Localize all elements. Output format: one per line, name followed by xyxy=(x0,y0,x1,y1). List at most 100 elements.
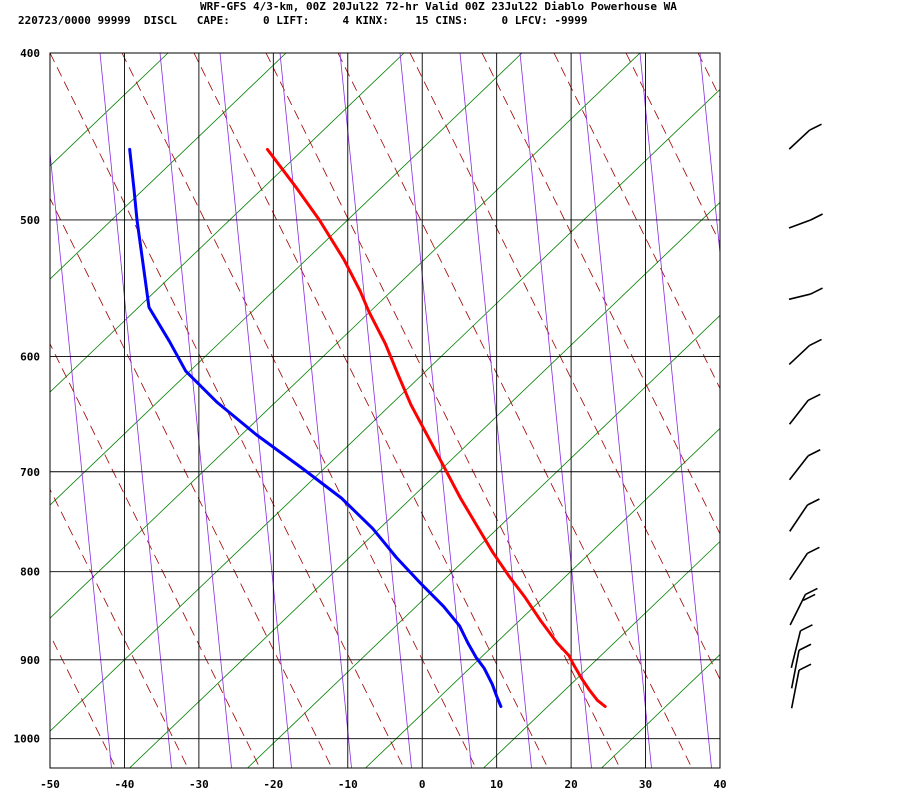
wind-barb-flag xyxy=(807,449,821,457)
plot-frame xyxy=(49,52,721,769)
moist-adiabat-line xyxy=(50,488,189,768)
wind-barb-flag xyxy=(802,593,816,602)
dry-adiabat-line xyxy=(50,53,287,280)
x-tick-label: 10 xyxy=(490,778,503,791)
wind-barb xyxy=(789,546,820,581)
mixing-ratio-line xyxy=(760,53,832,768)
dry-adiabat-line xyxy=(50,88,720,732)
mixing-ratio-line xyxy=(579,53,652,768)
wind-barb xyxy=(788,449,821,481)
wind-barb xyxy=(788,287,823,301)
wind-barb-flag xyxy=(807,498,820,506)
wind-barb-staff xyxy=(789,594,807,626)
dry-adiabat-line xyxy=(50,53,405,393)
wind-barb xyxy=(788,213,823,229)
mixing-ratio-line xyxy=(699,53,720,258)
y-tick-label: 800 xyxy=(20,566,40,579)
wind-barb xyxy=(788,338,822,365)
moist-adiabat-line xyxy=(50,633,117,768)
dry-adiabat-line xyxy=(365,427,720,768)
wind-barb-flag xyxy=(809,123,822,131)
x-tick-label: -30 xyxy=(189,778,209,791)
wind-barb-flag xyxy=(800,624,813,632)
mixing-ratio-line xyxy=(99,53,172,768)
wind-barb xyxy=(790,643,812,689)
wind-barb-staff xyxy=(789,504,809,532)
wind-barb-staff xyxy=(788,219,811,229)
dry-adiabat-line xyxy=(129,201,720,768)
x-tick-label: -20 xyxy=(263,778,283,791)
mixing-ratio-line xyxy=(159,53,232,768)
chart-stats-line: 220723/0000 99999 DISCL CAPE: 0 LIFT: 4 … xyxy=(18,14,588,27)
dry-adiabat-line xyxy=(838,53,900,768)
y-tick-label: 900 xyxy=(20,654,40,667)
moist-adiabat-line xyxy=(697,53,720,99)
y-tick-label: 700 xyxy=(20,466,40,479)
x-tick-label: -50 xyxy=(40,778,60,791)
dry-adiabat-line xyxy=(50,53,641,619)
x-tick-label: 30 xyxy=(639,778,652,791)
x-tick-label: -40 xyxy=(115,778,135,791)
wind-barb-flag xyxy=(809,338,822,347)
x-tick-label: -10 xyxy=(338,778,358,791)
wind-barb-flag xyxy=(807,546,820,555)
wind-barb xyxy=(789,498,820,532)
moist-adiabat-line xyxy=(770,53,900,768)
wind-barb-flag xyxy=(798,663,812,671)
moist-adiabat-line xyxy=(337,53,693,768)
wind-barb xyxy=(788,123,822,150)
wind-barb xyxy=(788,393,821,425)
series-line-0 xyxy=(265,147,607,708)
moist-adiabat-line xyxy=(265,53,621,768)
wind-barb-staff xyxy=(789,552,809,581)
wind-barb-staff xyxy=(788,129,811,150)
grid-lines xyxy=(50,53,720,768)
wind-barb xyxy=(789,587,818,626)
moist-adiabat-line xyxy=(121,53,477,768)
wind-barb xyxy=(790,624,813,669)
x-tick-label: 40 xyxy=(713,778,726,791)
wind-barb-flag xyxy=(805,587,818,596)
mixing-ratio-line xyxy=(339,53,412,768)
moist-adiabat-line xyxy=(553,53,720,390)
background-lines xyxy=(50,53,900,768)
mixing-ratio-line xyxy=(219,53,292,768)
axis-ticks: -50 -40 -30 -20 -10 0 10 20 30 40 400 500 600 700 800 9… xyxy=(14,47,727,791)
mixing-ratio-line xyxy=(459,53,532,768)
moist-adiabat-line xyxy=(50,343,261,768)
moist-adiabat-line xyxy=(842,53,900,768)
mixing-ratio-line xyxy=(639,53,712,768)
wind-barb-staff xyxy=(790,630,802,669)
wind-barb-flag xyxy=(798,643,812,651)
dry-adiabat-line xyxy=(247,314,720,768)
wind-barb-staff xyxy=(788,344,811,365)
mixing-ratio-line xyxy=(820,53,892,768)
wind-barb-flag xyxy=(810,287,823,295)
x-tick-label: 0 xyxy=(419,778,426,791)
moist-adiabat-line xyxy=(481,53,720,535)
y-tick-label: 600 xyxy=(20,350,40,363)
dry-adiabat-line xyxy=(719,767,720,768)
moist-adiabat-line xyxy=(409,53,720,681)
wind-barb xyxy=(790,663,812,709)
moist-adiabat-line xyxy=(193,53,549,768)
y-tick-label: 1000 xyxy=(14,733,41,746)
moist-adiabat-line xyxy=(625,53,720,244)
chart-title: WRF-GFS 4/3-km, 00Z 20Jul22 72-hr Valid … xyxy=(200,0,677,13)
wind-barb-staff xyxy=(790,670,800,709)
series-line-1 xyxy=(128,147,503,708)
y-tick-label: 400 xyxy=(20,47,40,60)
dry-adiabat-line xyxy=(50,53,523,506)
wind-barb-staff xyxy=(788,455,809,481)
moist-adiabat-line xyxy=(50,53,405,768)
mixing-ratio-line xyxy=(399,53,472,768)
wind-barb-flag xyxy=(810,213,823,221)
mixing-ratio-line xyxy=(279,53,352,768)
mixing-ratio-line xyxy=(50,148,112,768)
mixing-ratio-line xyxy=(519,53,592,768)
y-tick-label: 500 xyxy=(20,214,40,227)
wind-barb-staff xyxy=(788,293,811,301)
x-tick-label: 20 xyxy=(564,778,577,791)
wind-barbs xyxy=(788,123,823,709)
